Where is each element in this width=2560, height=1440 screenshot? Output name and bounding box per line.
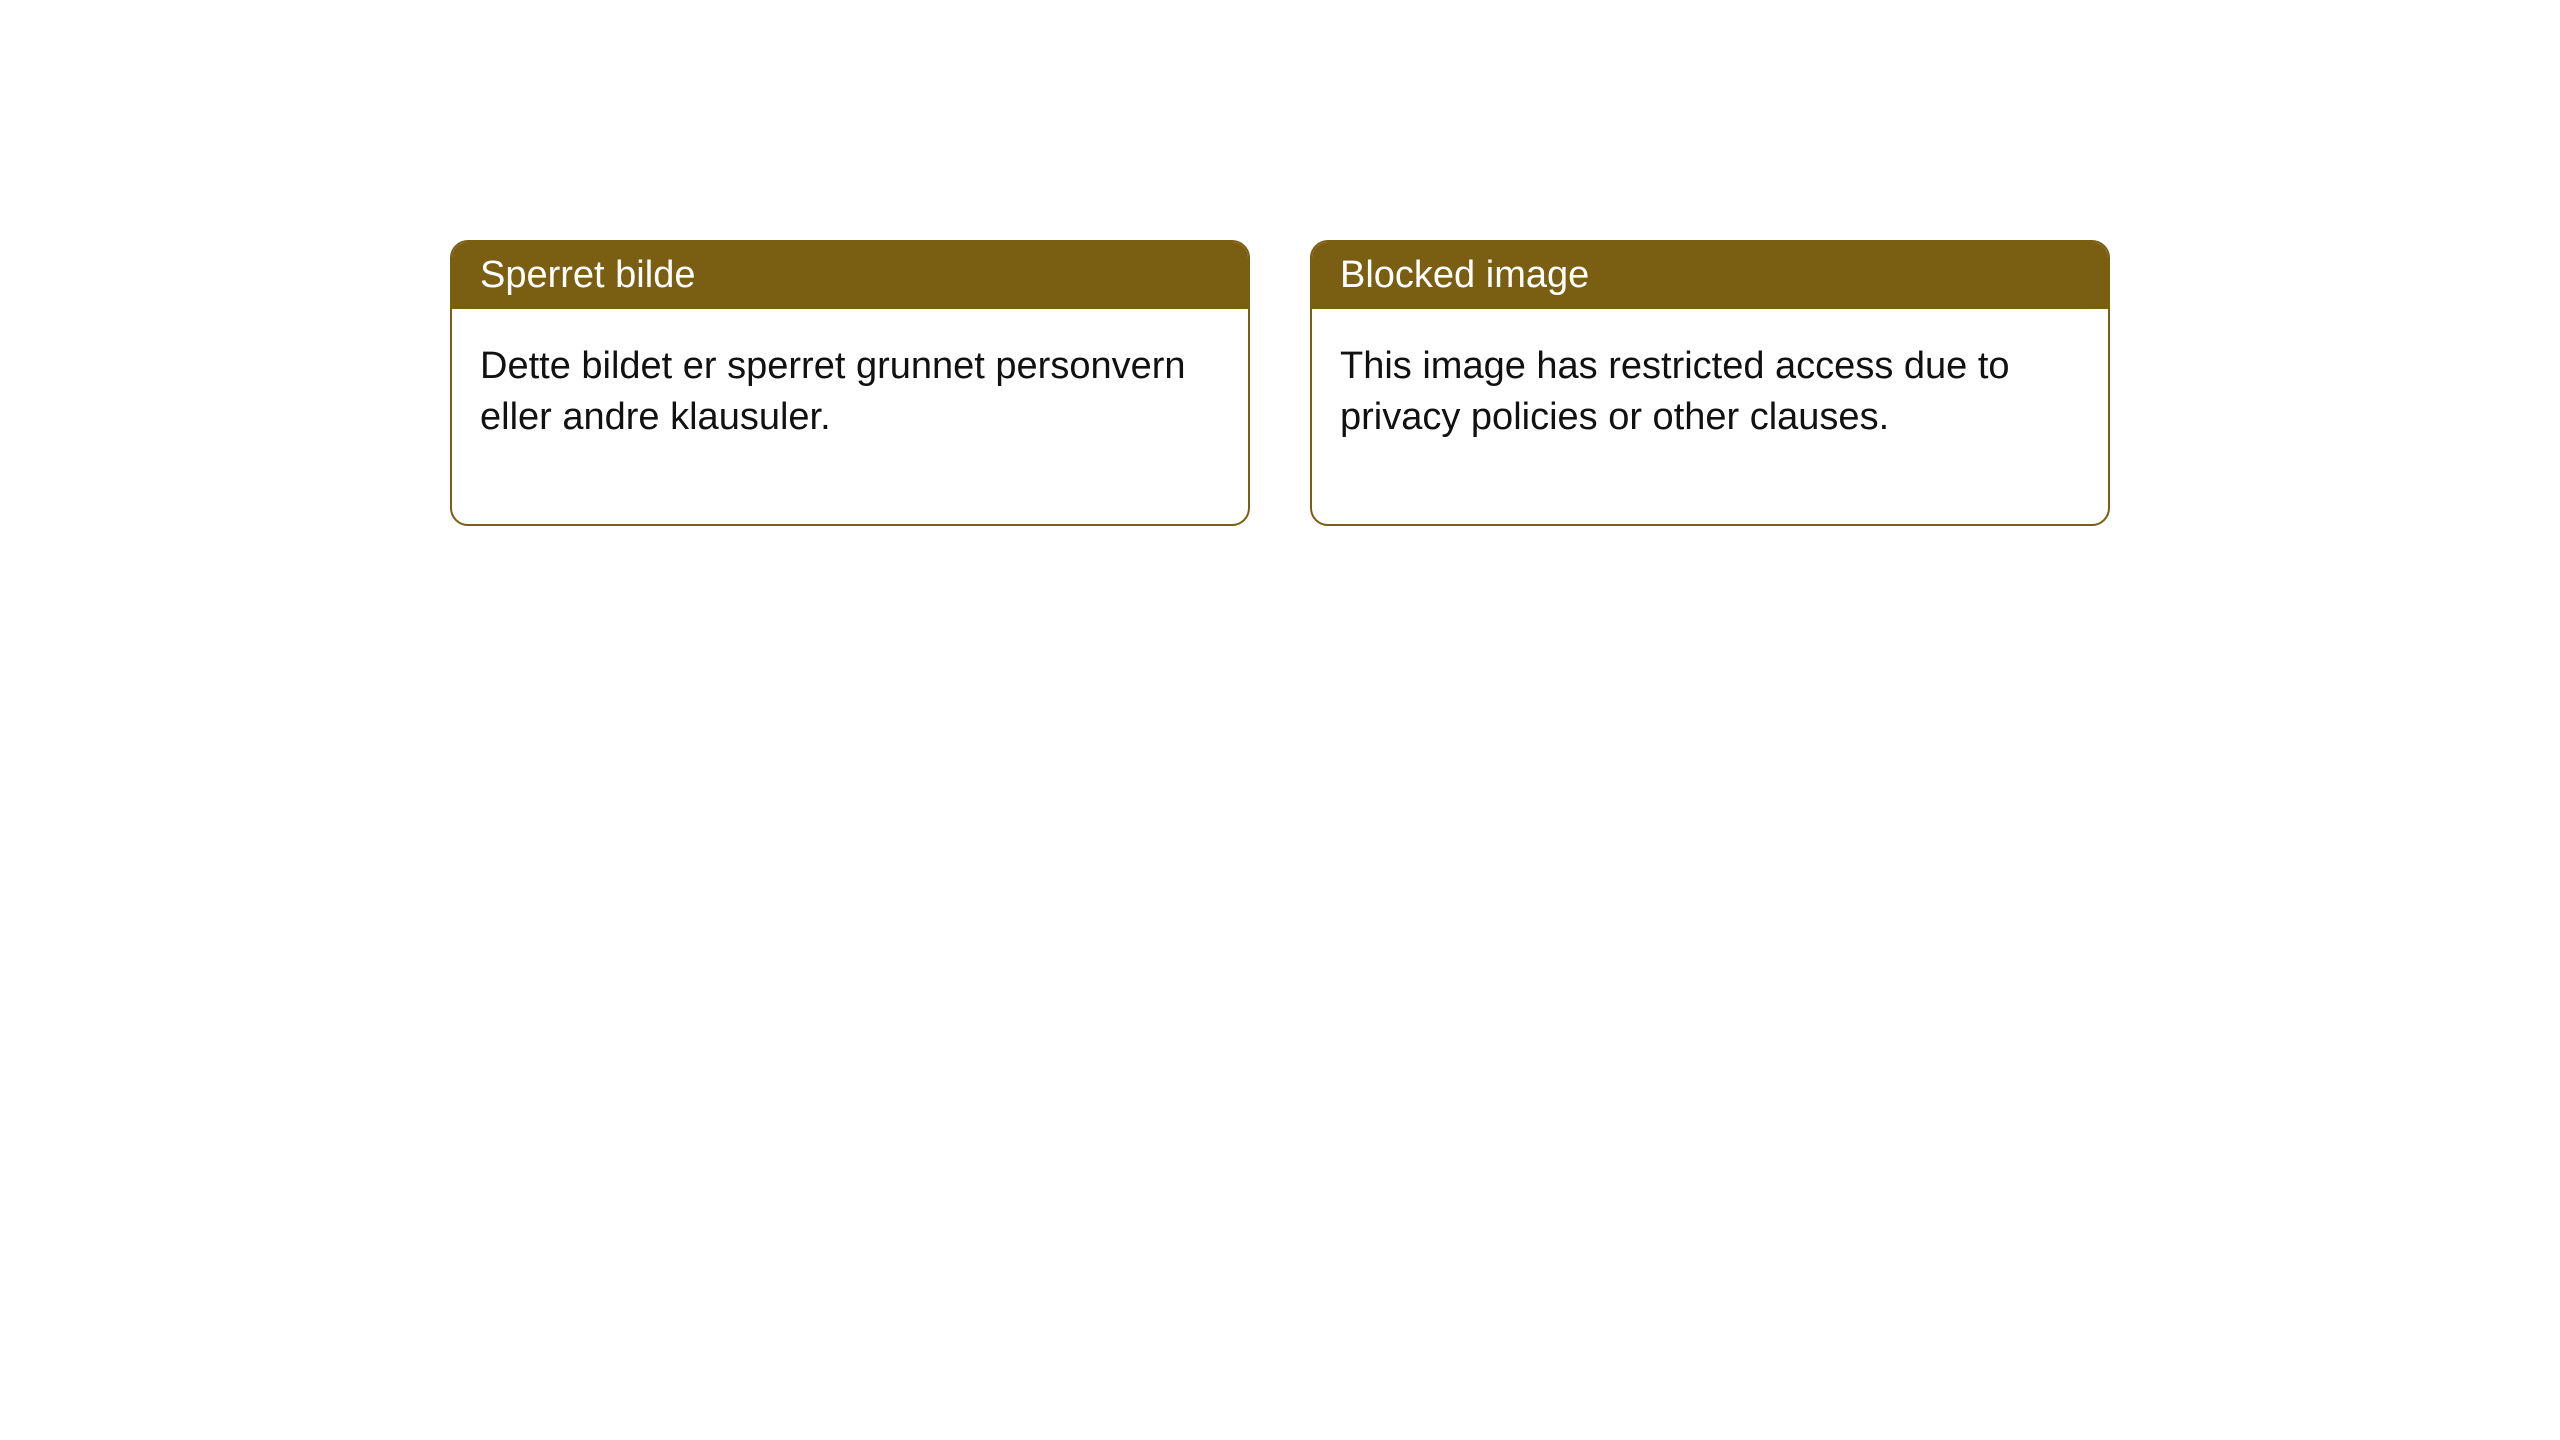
- notice-container: Sperret bilde Dette bildet er sperret gr…: [450, 240, 2110, 526]
- notice-card-norwegian: Sperret bilde Dette bildet er sperret gr…: [450, 240, 1250, 526]
- notice-card-english: Blocked image This image has restricted …: [1310, 240, 2110, 526]
- notice-header-english: Blocked image: [1312, 242, 2108, 309]
- notice-body-english: This image has restricted access due to …: [1312, 309, 2108, 524]
- notice-header-norwegian: Sperret bilde: [452, 242, 1248, 309]
- notice-body-norwegian: Dette bildet er sperret grunnet personve…: [452, 309, 1248, 524]
